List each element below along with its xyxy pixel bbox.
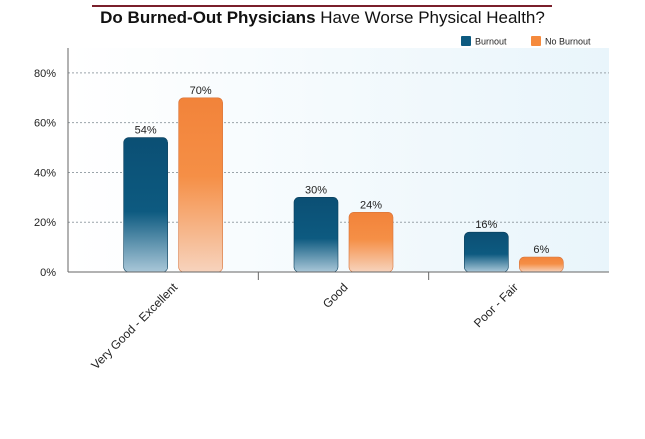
bar-no-burnout: [348, 211, 394, 273]
legend-label-burnout: Burnout: [475, 37, 507, 47]
legend-label-no-burnout: No Burnout: [545, 37, 591, 47]
data-label: 54%: [135, 125, 157, 137]
y-tick-label: 0%: [40, 267, 56, 279]
data-label: 24%: [360, 199, 382, 211]
category-label: Good: [320, 280, 351, 311]
y-tick-label: 40%: [34, 167, 56, 179]
chart-title-bold: Do Burned-Out Physicians: [100, 8, 316, 27]
y-tick-label: 60%: [34, 118, 56, 130]
y-tick-label: 20%: [34, 217, 56, 229]
data-label: 16%: [475, 219, 497, 231]
category-label: Poor - Fair: [471, 280, 521, 330]
bar-burnout: [123, 137, 168, 273]
y-tick-label: 80%: [34, 68, 56, 80]
chart-title: Do Burned-Out Physicians Have Worse Phys…: [0, 8, 645, 28]
legend-swatch-burnout: [461, 36, 471, 46]
bar-burnout: [293, 197, 339, 273]
data-label: 70%: [190, 85, 212, 97]
chart-title-rest: Have Worse Physical Health?: [320, 8, 545, 27]
data-label: 30%: [305, 184, 327, 196]
bar-no-burnout: [178, 97, 223, 273]
data-label: 6%: [533, 244, 549, 256]
category-label: Very Good - Excellent: [88, 280, 180, 372]
bar-burnout: [464, 231, 509, 273]
title-rule: [92, 5, 552, 7]
bar-no-burnout: [519, 256, 564, 273]
legend-swatch-no-burnout: [531, 36, 541, 46]
